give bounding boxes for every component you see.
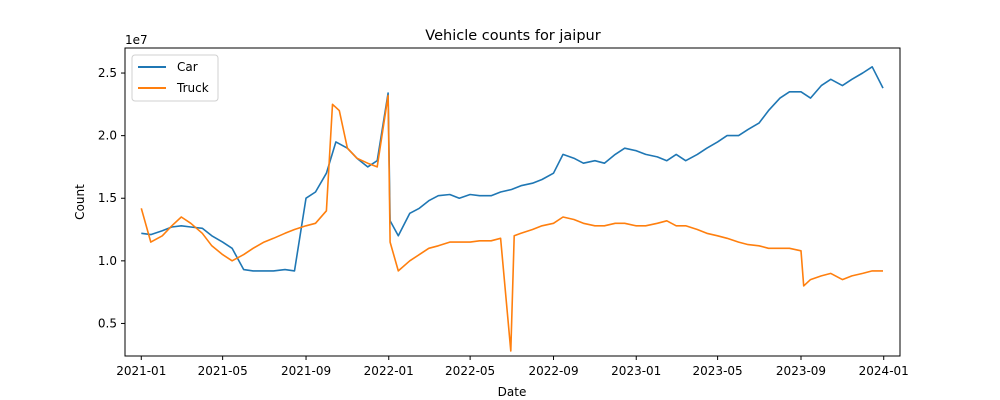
y-tick-label: 2.0 — [98, 129, 117, 143]
series-line-car — [141, 66, 884, 272]
y-axis-title: Count — [73, 184, 87, 220]
y-axis: 0.5 1.0 1.5 2.0 2.5 — [98, 66, 125, 330]
y-scale-label: 1e7 — [125, 33, 148, 47]
y-tick-label: 1.0 — [98, 254, 117, 268]
legend-label-truck: Truck — [176, 81, 209, 95]
y-tick-label: 1.5 — [98, 191, 117, 205]
x-tick-label: 2022-05 — [445, 364, 495, 378]
x-tick-label: 2023-09 — [776, 364, 826, 378]
legend: Car Truck — [131, 54, 219, 102]
x-tick-label: 2022-09 — [528, 364, 578, 378]
chart-title: Vehicle counts for jaipur — [425, 28, 600, 44]
legend-label-car: Car — [177, 60, 198, 74]
x-tick-label: 2024-01 — [859, 364, 909, 378]
y-tick-label: 0.5 — [98, 316, 117, 330]
x-tick-label: 2022-01 — [364, 364, 414, 378]
plot-frame — [124, 47, 901, 357]
series-layer — [140, 66, 884, 352]
x-axis: 2021-01 2021-05 2021-09 2022-01 2022-05 2022-… — [116, 356, 909, 378]
x-tick-label: 2023-05 — [693, 364, 743, 378]
x-axis-title: Date — [498, 385, 527, 399]
y-tick-label: 2.5 — [98, 66, 117, 80]
x-tick-label: 2023-01 — [611, 364, 661, 378]
x-tick-label: 2021-09 — [281, 364, 331, 378]
x-tick-label: 2021-01 — [116, 364, 166, 378]
x-tick-label: 2021-05 — [198, 364, 248, 378]
series-line-truck — [140, 94, 883, 352]
